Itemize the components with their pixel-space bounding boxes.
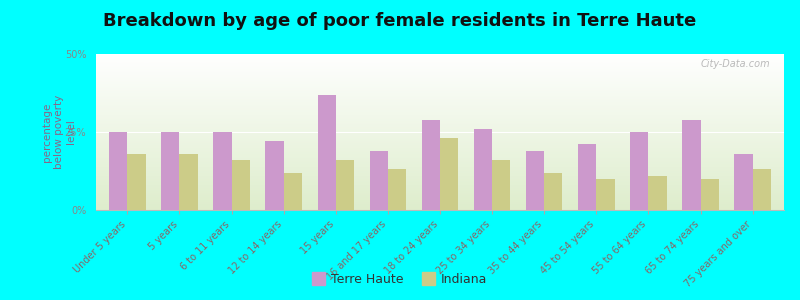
Bar — [492, 160, 510, 210]
Bar — [179, 154, 198, 210]
Bar — [266, 141, 284, 210]
Bar — [284, 172, 302, 210]
Legend: Terre Haute, Indiana: Terre Haute, Indiana — [307, 267, 493, 291]
Bar — [318, 94, 336, 210]
Text: Breakdown by age of poor female residents in Terre Haute: Breakdown by age of poor female resident… — [103, 12, 697, 30]
Bar — [109, 132, 127, 210]
Text: City-Data.com: City-Data.com — [701, 59, 770, 69]
Bar — [753, 169, 771, 210]
Bar — [127, 154, 146, 210]
Y-axis label: percentage
below poverty
level: percentage below poverty level — [42, 95, 76, 169]
Bar — [701, 179, 719, 210]
Bar — [370, 151, 388, 210]
Bar — [526, 151, 544, 210]
Bar — [734, 154, 753, 210]
Bar — [544, 172, 562, 210]
Bar — [649, 176, 666, 210]
Bar — [161, 132, 179, 210]
Bar — [388, 169, 406, 210]
Bar — [596, 179, 614, 210]
Bar — [474, 129, 492, 210]
Bar — [578, 145, 596, 210]
Bar — [214, 132, 231, 210]
Bar — [336, 160, 354, 210]
Bar — [422, 119, 440, 210]
Bar — [440, 138, 458, 210]
Bar — [630, 132, 649, 210]
Bar — [682, 119, 701, 210]
Bar — [231, 160, 250, 210]
